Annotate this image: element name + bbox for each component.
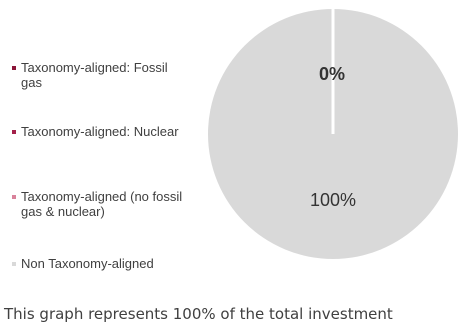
legend-item-nuclear: Taxonomy-aligned: Nuclear: [12, 124, 186, 139]
legend-item-fossil-gas: Taxonomy-aligned: Fossil gas: [12, 60, 186, 90]
legend-marker-non-aligned: [12, 262, 16, 266]
legend-marker-nuclear: [12, 130, 16, 134]
legend-label-non-aligned: Non Taxonomy-aligned: [21, 256, 154, 271]
legend-marker-other-aligned: [12, 195, 16, 199]
footnote: This graph represents 100% of the total …: [4, 305, 393, 323]
data-label-zero: 0%: [319, 64, 345, 84]
pie-chart: 0% 100%: [208, 8, 458, 259]
legend-marker-fossil-gas: [12, 66, 16, 70]
legend-item-other-aligned: Taxonomy-aligned (no fossil gas & nuclea…: [12, 189, 186, 219]
legend-label-nuclear: Taxonomy-aligned: Nuclear: [21, 124, 179, 139]
data-label-hundred: 100%: [310, 190, 356, 210]
legend-label-other-aligned: Taxonomy-aligned (no fossil gas & nuclea…: [21, 189, 183, 219]
legend-label-fossil-gas: Taxonomy-aligned: Fossil gas: [21, 60, 168, 90]
legend-item-non-aligned: Non Taxonomy-aligned: [12, 256, 186, 271]
